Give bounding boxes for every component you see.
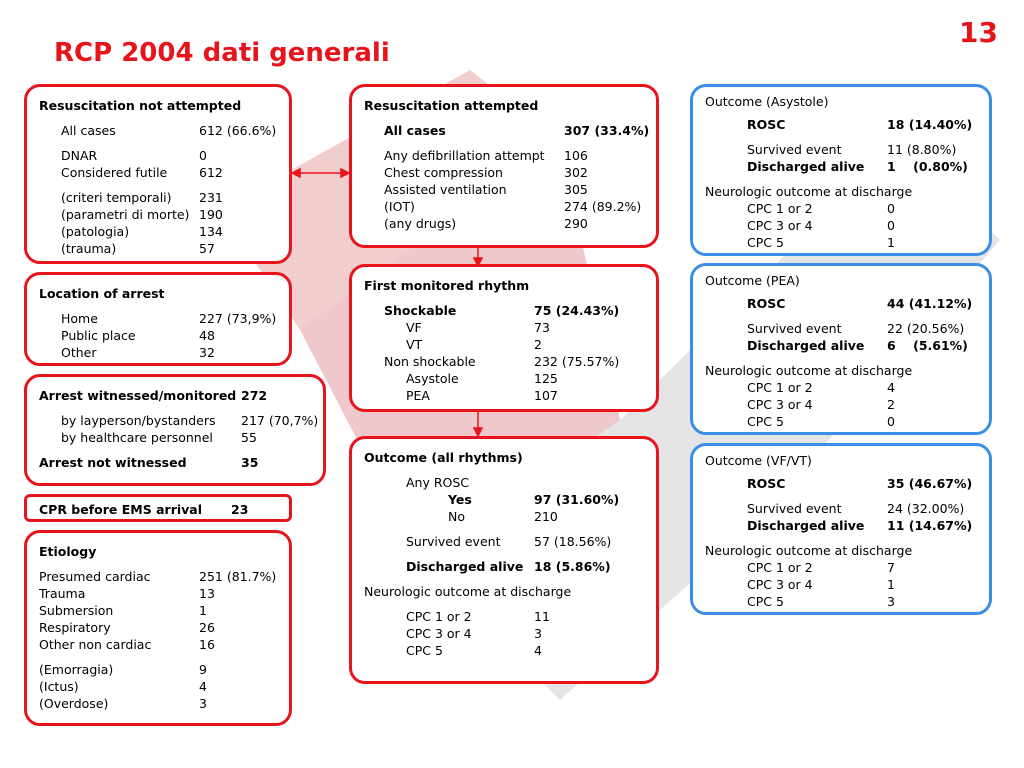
cpr-before-row: CPR before EMS arrival 23 [39,502,249,517]
futile-row: Considered futile 612 [61,165,223,180]
outcome-asystole-heading: Outcome (Asystole) [705,94,829,109]
pea-survived-row: Survived event 22 (20.56%) [747,321,965,336]
page-number: 13 [959,16,998,49]
not-witnessed-row: Arrest not witnessed 35 [39,455,259,470]
vfvt-neuro-label: Neurologic outcome at discharge [705,543,913,558]
location-heading: Location of arrest [39,286,165,301]
rhythm-heading: First monitored rhythm [364,278,530,293]
outcome-pea-box: Outcome (PEA) ROSC 44 (41.12%) Survived e… [690,263,992,435]
cpr-before-box: CPR before EMS arrival 23 [24,494,292,522]
page-title: RCP 2004 dati generali [54,38,390,68]
outcome-all-neuro-label: Neurologic outcome at discharge [364,584,572,599]
vf-row: VF 73 [406,320,550,335]
noncardiac-row: Other non cardiac 16 [39,637,215,652]
rosc-no-row: No 210 [448,509,558,524]
trauma-row: (trauma) 57 [61,241,215,256]
not-attempted-heading: Resuscitation not attempted [39,98,242,113]
witnessed-heading: Arrest witnessed/monitored 272 [39,388,268,403]
pea-rosc-row: ROSC 44 (41.12%) [747,296,973,311]
morte-row: (parametri di morte) 190 [61,207,223,222]
location-box: Location of arrest Home 227 (73,9%) Publi… [24,272,292,366]
defib-row: Any defibrillation attempt 106 [384,148,588,163]
outcome-all-cpc12-row: CPC 1 or 2 11 [406,609,550,624]
vfvt-survived-row: Survived event 24 (32.00%) [747,501,965,516]
other-row: Other 32 [61,345,215,360]
iot-row: (IOT) 274 (89.2%) [384,199,642,214]
emorragia-row: (Emorragia) 9 [39,662,207,677]
personnel-row: by healthcare personnel 55 [61,430,257,445]
etiology-heading: Etiology [39,544,97,559]
layperson-row: by layperson/bystanders 217 (70,7%) [61,413,319,428]
home-row: Home 227 (73,9%) [61,311,277,326]
compression-row: Chest compression 302 [384,165,588,180]
ictus-row: (Ictus) 4 [39,679,207,694]
witnessed-box: Arrest witnessed/monitored 272 by laypers… [24,374,326,486]
not-attempted-box: Resuscitation not attempted All cases 612… [24,84,292,264]
outcome-all-survived-row: Survived event 57 (18.56%) [406,534,612,549]
vfvt-discharged-row: Discharged alive 11 (14.67%) [747,518,973,533]
ventilation-row: Assisted ventilation 305 [384,182,588,197]
patologia-row: (patologia) 134 [61,224,223,239]
attempted-box: Resuscitation attempted All cases 307 (33… [349,84,659,248]
cardiac-row: Presumed cardiac 251 (81.7%) [39,569,277,584]
asystole-row: Asystole 125 [406,371,558,386]
submersion-row: Submersion 1 [39,603,207,618]
asystole-discharged-row: Discharged alive 1 (0.80%) [747,159,968,174]
etiology-box: Etiology Presumed cardiac 251 (81.7%) Tra… [24,530,292,726]
attempted-all-cases: All cases 307 (33.4%) [384,123,650,138]
nonshockable-row: Non shockable 232 (75.57%) [384,354,620,369]
vt-row: VT 2 [406,337,542,352]
outcome-vfvt-box: Outcome (VF/VT) ROSC 35 (46.67%) Survived… [690,443,992,615]
temporali-row: (criteri temporali) 231 [61,190,223,205]
outcome-vfvt-heading: Outcome (VF/VT) [705,453,812,468]
asystole-neuro-label: Neurologic outcome at discharge [705,184,913,199]
asystole-survived-row: Survived event 11 (8.80%) [747,142,957,157]
any-rosc-label: Any ROSC [406,475,470,490]
rosc-yes-row: Yes 97 (31.60%) [448,492,620,507]
asystole-rosc-row: ROSC 18 (14.40%) [747,117,973,132]
vfvt-rosc-row: ROSC 35 (46.67%) [747,476,973,491]
dnar-row: DNAR 0 [61,148,207,163]
outcome-pea-heading: Outcome (PEA) [705,273,800,288]
shockable-row: Shockable 75 (24.43%) [384,303,620,318]
outcome-all-box: Outcome (all rhythms) Any ROSC Yes 97 (31… [349,436,659,684]
outcome-asystole-box: Outcome (Asystole) ROSC 18 (14.40%) Survi… [690,84,992,256]
etiology-trauma-row: Trauma 13 [39,586,215,601]
drugs-row: (any drugs) 290 [384,216,588,231]
not-attempted-all-cases: All cases 612 (66.6%) [61,123,277,138]
public-row: Public place 48 [61,328,215,343]
pea-discharged-row: Discharged alive 6 (5.61%) [747,338,968,353]
outcome-all-heading: Outcome (all rhythms) [364,450,523,465]
pea-neuro-label: Neurologic outcome at discharge [705,363,913,378]
attempted-heading: Resuscitation attempted [364,98,539,113]
respiratory-row: Respiratory 26 [39,620,215,635]
rhythm-box: First monitored rhythm Shockable 75 (24.4… [349,264,659,412]
overdose-row: (Overdose) 3 [39,696,207,711]
pea-row: PEA 107 [406,388,558,403]
outcome-all-discharged-row: Discharged alive 18 (5.86%) [406,559,611,574]
